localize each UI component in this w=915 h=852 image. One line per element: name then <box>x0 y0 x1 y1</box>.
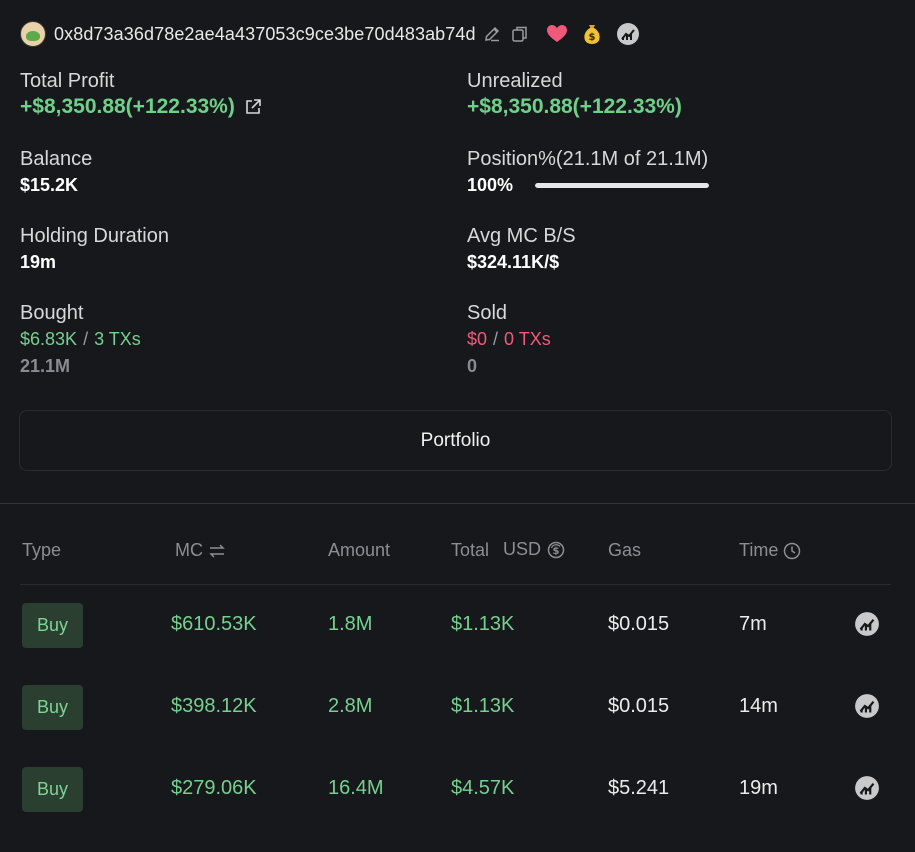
chart-circle-icon[interactable] <box>616 22 640 46</box>
bought-label: Bought <box>20 302 84 324</box>
position: Position%(21.1M of 21.1M) 100% <box>467 148 710 196</box>
clock-icon[interactable] <box>783 542 801 560</box>
sold-separator: / <box>493 329 499 349</box>
row-mc: $279.06K <box>171 777 257 799</box>
swap-arrows-icon[interactable] <box>208 543 226 558</box>
row-mc: $610.53K <box>171 613 257 635</box>
heart-icon[interactable] <box>546 24 568 44</box>
type-badge-buy[interactable]: Buy <box>22 767 83 812</box>
sold-usd: $0 <box>467 329 488 349</box>
pencil-icon[interactable] <box>482 24 502 44</box>
row-time: 14m <box>739 695 778 717</box>
row-total: $1.13K <box>451 613 515 635</box>
row-amount: 1.8M <box>328 613 373 635</box>
col-type: Type <box>22 540 62 560</box>
row-time: 19m <box>739 777 778 799</box>
bought: Bought $6.83K/3 TXs 21.1M <box>20 302 141 377</box>
total-profit: Total Profit +$8,350.88(+122.33%) <box>20 70 263 119</box>
table-row: Buy $279.06K 16.4M $4.57K $5.241 19m <box>0 748 915 830</box>
col-time[interactable]: Time <box>739 540 801 561</box>
col-amount: Amount <box>328 540 391 560</box>
bought-txs: 3 TXs <box>94 329 141 349</box>
chart-circle-icon[interactable] <box>854 611 880 642</box>
col-gas: Gas <box>608 540 642 560</box>
sold-txs: 0 TXs <box>504 329 551 349</box>
position-value: 100% <box>467 175 514 195</box>
type-badge-buy[interactable]: Buy <box>22 685 83 730</box>
col-usd[interactable]: USD $ <box>503 539 565 560</box>
total-profit-value: +$8,350.88(+122.33%) <box>20 95 235 118</box>
row-total: $4.57K <box>451 777 515 799</box>
holding-duration-label: Holding Duration <box>20 225 169 247</box>
money-bag-icon[interactable]: $ <box>582 23 602 45</box>
wallet-avatar <box>20 21 46 47</box>
table-row: Buy $610.53K 1.8M $1.13K $0.015 7m <box>0 584 915 666</box>
row-gas: $0.015 <box>608 613 670 635</box>
holding-duration: Holding Duration 19m <box>20 225 169 273</box>
sold-label: Sold <box>467 302 508 324</box>
table-row: Buy $398.12K 2.8M $1.13K $0.015 14m <box>0 666 915 748</box>
wallet-header: 0x8d73a36d78e2ae4a437053c9ce3be70d483ab7… <box>20 20 640 48</box>
holding-duration-value: 19m <box>20 252 57 272</box>
avg-mc-label: Avg MC B/S <box>467 225 576 247</box>
avg-mc-value: $324.11K/$ <box>467 252 560 272</box>
balance-value: $15.2K <box>20 175 79 195</box>
table-header: Type MC Amount Total USD $ Gas Time <box>0 530 915 574</box>
position-progress-fill <box>535 183 710 188</box>
balance-label: Balance <box>20 148 93 170</box>
copy-icon[interactable] <box>510 24 530 44</box>
unrealized-value: +$8,350.88(+122.33%) <box>467 95 682 118</box>
bought-usd: $6.83K <box>20 329 78 349</box>
svg-text:$: $ <box>588 32 595 43</box>
position-progress-bar <box>535 183 710 188</box>
row-time: 7m <box>739 613 767 635</box>
unrealized: Unrealized +$8,350.88(+122.33%) <box>467 70 682 119</box>
bought-separator: / <box>83 329 89 349</box>
bought-amount: 21.1M <box>20 356 71 376</box>
section-divider <box>0 503 915 504</box>
svg-text:$: $ <box>553 546 560 557</box>
row-amount: 2.8M <box>328 695 373 717</box>
total-profit-label: Total Profit <box>20 70 115 92</box>
chart-circle-icon[interactable] <box>854 775 880 806</box>
avg-mc: Avg MC B/S $324.11K/$ <box>467 225 576 273</box>
external-link-icon[interactable] <box>243 97 263 117</box>
dollar-circle-icon[interactable]: $ <box>547 541 565 559</box>
type-badge-buy[interactable]: Buy <box>22 603 83 648</box>
row-amount: 16.4M <box>328 777 384 799</box>
portfolio-button[interactable]: Portfolio <box>19 410 892 471</box>
position-label: Position%(21.1M of 21.1M) <box>467 148 709 170</box>
row-total: $1.13K <box>451 695 515 717</box>
balance: Balance $15.2K <box>20 148 92 196</box>
col-mc[interactable]: MC <box>175 540 226 561</box>
row-mc: $398.12K <box>171 695 257 717</box>
sold-amount: 0 <box>467 356 478 376</box>
chart-circle-icon[interactable] <box>854 693 880 724</box>
wallet-address[interactable]: 0x8d73a36d78e2ae4a437053c9ce3be70d483ab7… <box>54 23 476 44</box>
sold: Sold $0/0 TXs 0 <box>467 302 551 377</box>
row-gas: $0.015 <box>608 695 670 717</box>
unrealized-label: Unrealized <box>467 70 563 92</box>
row-gas: $5.241 <box>608 777 670 799</box>
table-header-divider <box>20 584 891 585</box>
col-total: Total <box>451 540 490 560</box>
